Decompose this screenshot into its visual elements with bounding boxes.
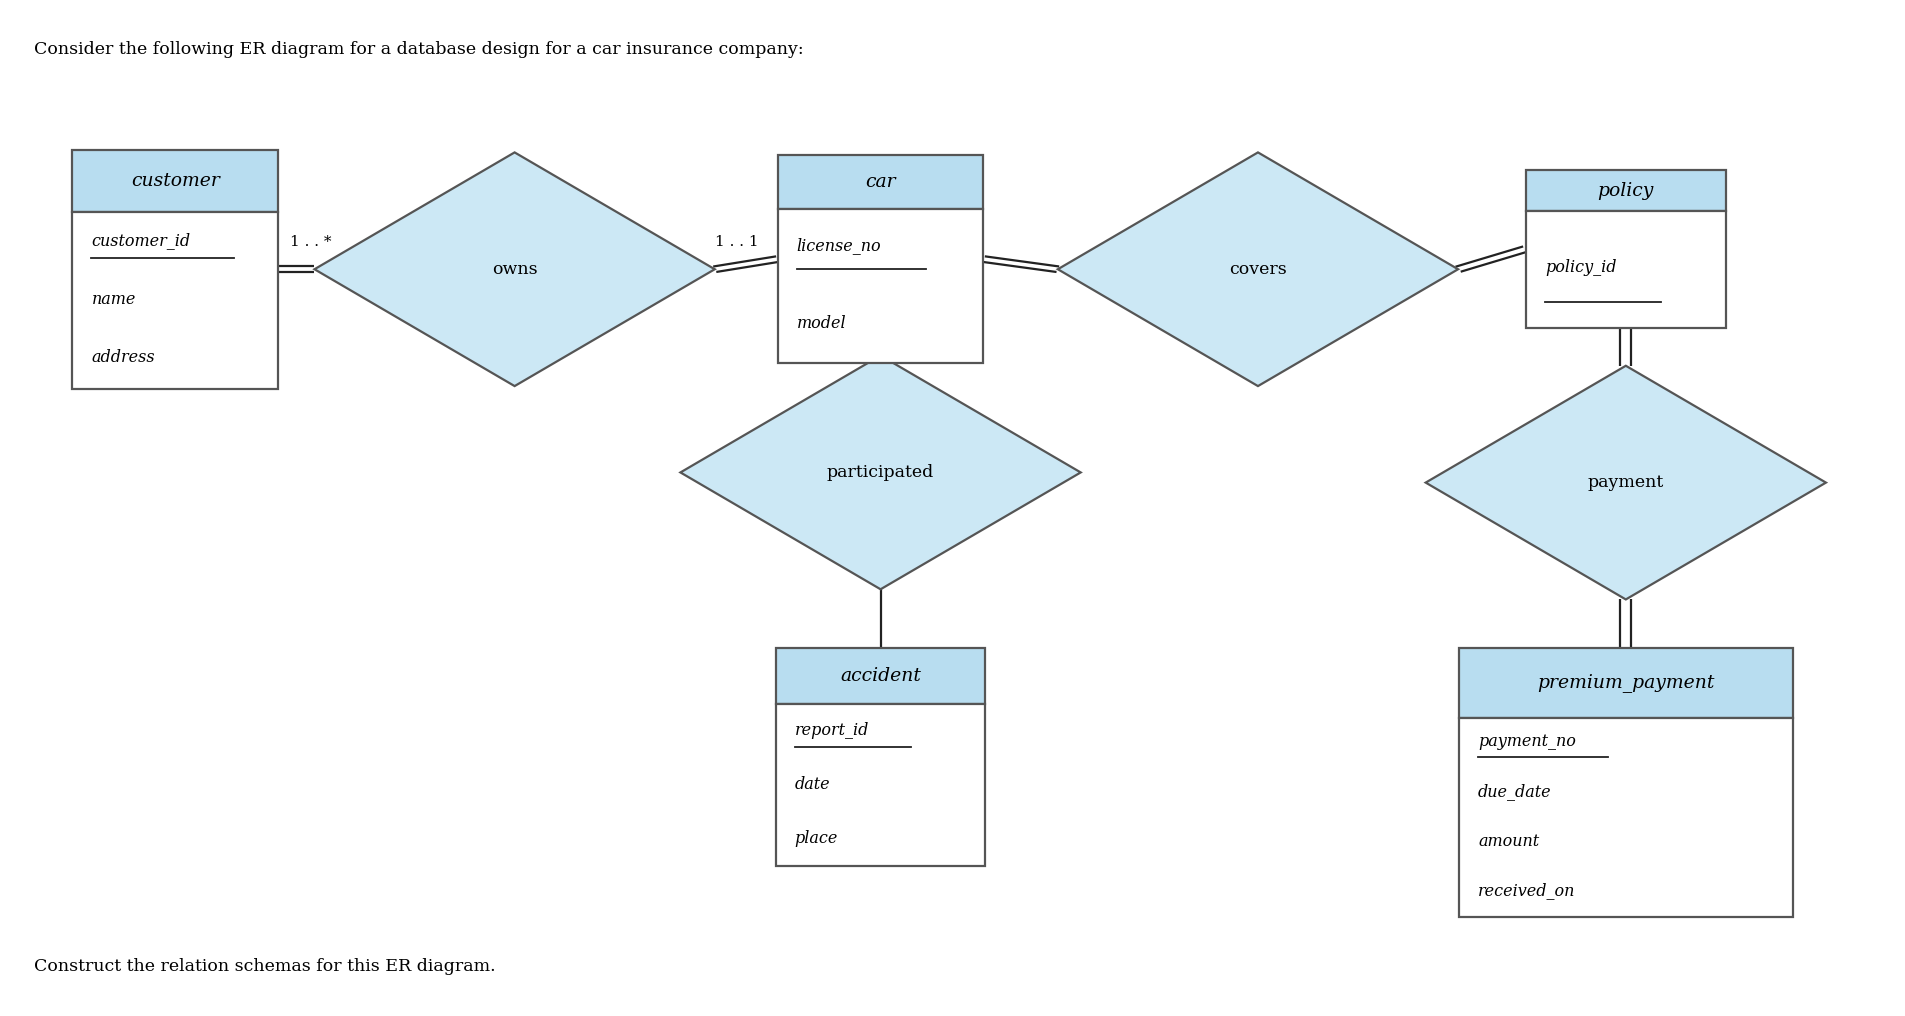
Bar — [777, 155, 983, 209]
Text: Construct the relation schemas for this ER diagram.: Construct the relation schemas for this … — [34, 958, 495, 975]
Polygon shape — [314, 152, 714, 386]
Bar — [1457, 648, 1791, 717]
Text: premium_payment: premium_payment — [1535, 674, 1714, 692]
Text: owns: owns — [491, 261, 537, 277]
Polygon shape — [1057, 152, 1457, 386]
Text: model: model — [796, 315, 846, 331]
Text: place: place — [794, 830, 838, 846]
Text: payment: payment — [1587, 474, 1663, 491]
Bar — [1524, 211, 1724, 327]
Bar — [775, 648, 985, 704]
Text: Consider the following ER diagram for a database design for a car insurance comp: Consider the following ER diagram for a … — [34, 41, 804, 58]
Text: payment_no: payment_no — [1478, 734, 1575, 750]
Text: 1 . . 1: 1 . . 1 — [714, 235, 758, 249]
Text: name: name — [91, 291, 135, 308]
Polygon shape — [680, 356, 1080, 589]
Polygon shape — [1425, 366, 1825, 599]
Bar — [777, 209, 983, 364]
Text: policy_id: policy_id — [1543, 258, 1615, 275]
Text: customer_id: customer_id — [91, 232, 190, 249]
Text: license_no: license_no — [796, 238, 880, 255]
Bar — [72, 150, 278, 212]
Bar — [1457, 717, 1791, 916]
Text: participated: participated — [827, 464, 933, 481]
Text: covers: covers — [1229, 261, 1286, 277]
Bar — [775, 704, 985, 866]
Text: accident: accident — [840, 668, 920, 685]
Text: amount: amount — [1478, 833, 1539, 849]
Text: car: car — [865, 173, 895, 191]
Text: due_date: due_date — [1478, 783, 1551, 800]
Text: report_id: report_id — [794, 721, 869, 739]
Text: received_on: received_on — [1478, 883, 1575, 899]
Text: customer: customer — [131, 172, 219, 190]
Text: date: date — [794, 776, 831, 792]
Bar — [72, 212, 278, 389]
Text: policy: policy — [1596, 182, 1654, 200]
Bar — [1524, 170, 1724, 211]
Text: 1 . . *: 1 . . * — [290, 235, 331, 249]
Text: address: address — [91, 350, 154, 367]
